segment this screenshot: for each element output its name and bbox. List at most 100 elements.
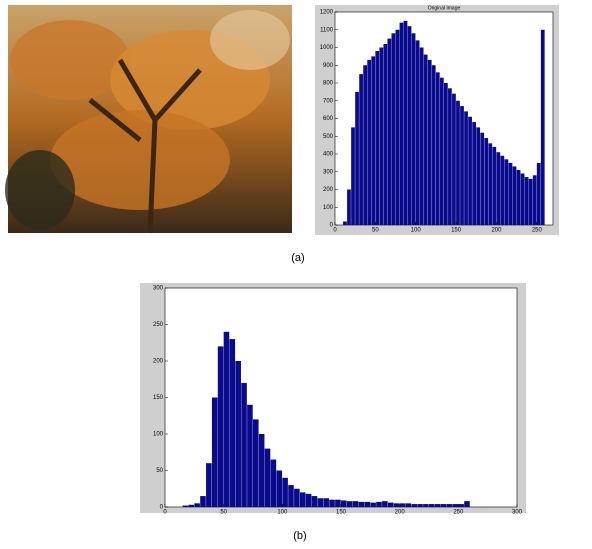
bar [393,503,400,507]
bar [229,339,236,507]
bar [488,143,493,225]
x-tick-label: 100 [411,228,422,234]
x-tick-label: 0 [163,510,167,516]
bar [512,166,517,225]
y-tick-label: 150 [153,395,164,401]
bar [217,346,224,507]
bar [211,397,218,507]
bar [370,502,376,507]
bar [440,504,447,507]
bar [460,106,464,225]
bar [341,500,347,507]
bar [500,155,505,225]
bar [276,470,283,507]
bar [468,116,472,225]
y-tick-label: 600 [323,116,334,122]
bar [464,501,470,507]
bar [520,173,525,225]
bar [456,100,460,225]
bar [524,177,529,225]
y-tick-label: 400 [323,152,334,158]
x-tick-label: 100 [277,510,288,516]
bar [411,504,417,507]
bar [194,503,200,507]
y-tick-label: 1100 [320,27,334,33]
bar [311,496,318,507]
bar [508,162,513,225]
bar [206,463,212,507]
bar [444,83,448,225]
y-tick-label: 100 [323,205,334,211]
bar [182,505,189,507]
bar [387,502,394,507]
bar [405,503,412,507]
bar [382,501,388,507]
bar [391,33,396,225]
x-tick-label: 250 [453,510,464,516]
bar [253,419,259,507]
bar [480,132,485,225]
caption: (a) [291,252,304,264]
y-tick-label: 300 [153,286,164,292]
bar [329,499,335,507]
bar [528,178,533,225]
y-tick-label: 900 [323,63,334,69]
bar [532,175,537,225]
caption: (b) [293,530,306,542]
bar [335,499,341,507]
bar [343,221,347,225]
bar [452,93,456,226]
bar [247,404,253,507]
bar [351,127,355,225]
x-tick-label: 50 [372,228,379,234]
bar [496,152,501,225]
y-tick-label: 500 [323,134,334,140]
chart-title: Original Image [428,5,461,11]
y-tick-label: 200 [153,359,164,365]
bar [423,504,429,507]
bar [346,501,353,507]
x-tick-label: 250 [532,228,543,234]
bar [446,504,453,507]
bar [288,485,294,507]
bar [476,127,481,225]
bar [235,361,241,507]
bar [427,59,432,225]
x-tick-label: 200 [491,228,502,234]
y-tick-label: 0 [330,223,334,229]
x-tick-label: 300 [512,510,523,516]
bar [419,47,424,225]
bar [363,65,367,225]
y-tick-label: 1000 [320,45,334,51]
photo [5,5,292,234]
x-tick-label: 150 [451,228,462,234]
bar [359,74,363,225]
bar [435,72,440,225]
bar [270,459,277,507]
bar [464,111,468,225]
bar [355,91,359,225]
bar [492,146,497,225]
bar [472,122,476,225]
y-tick-label: 1200 [320,10,334,16]
bar [241,382,247,507]
bar [264,448,271,507]
bar [367,59,372,225]
x-tick-label: 0 [333,228,337,234]
bar [364,501,371,507]
bar [387,38,392,225]
bar [434,504,441,507]
bar [484,138,489,225]
bar [411,33,416,225]
bar [415,40,420,226]
bar [188,504,195,507]
bar [536,162,541,225]
bar [407,26,412,226]
bar [299,492,306,507]
bar [379,47,384,225]
bar [540,29,545,225]
bar [452,504,459,507]
bar [375,51,380,225]
